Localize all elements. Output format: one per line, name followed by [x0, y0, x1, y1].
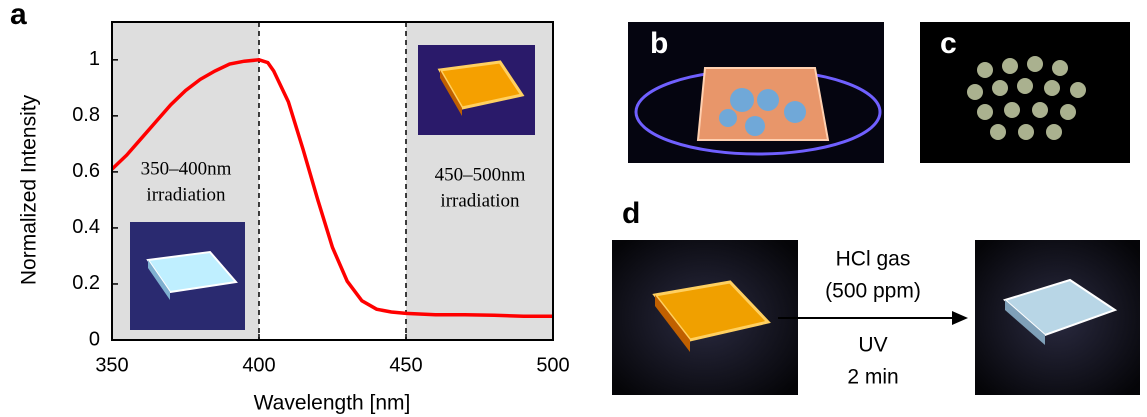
- annotation: irradiation: [146, 184, 226, 205]
- y-tick-label: 1: [89, 48, 100, 70]
- annotation: 350–400nm: [141, 158, 232, 179]
- y-tick-label: 0.2: [72, 272, 100, 294]
- panel-label: d: [622, 197, 640, 230]
- y-tick-label: 0.4: [72, 216, 100, 238]
- panel-label: b: [650, 27, 668, 60]
- inset-photo-orange: [418, 45, 535, 135]
- inset-photo-blue: [130, 222, 245, 330]
- annotation: irradiation: [440, 190, 520, 211]
- y-axis-label: Normalized Intensity: [18, 94, 41, 285]
- photo-d-before: [612, 240, 798, 395]
- figure: 0 0.2 0.4 0.6 0.8 1 350 400 450 500: [0, 0, 1147, 417]
- arrow-label: UV: [858, 334, 887, 357]
- arrow-label: (500 ppm): [825, 280, 921, 303]
- y-tick-label: 0: [89, 328, 100, 350]
- panel-label: c: [940, 27, 957, 60]
- photo-d-after: [975, 240, 1140, 395]
- arrow-head: [952, 311, 968, 325]
- arrow-label: HCl gas: [836, 248, 911, 271]
- y-tick-label: 0.6: [72, 160, 100, 182]
- x-tick-label: 500: [536, 354, 569, 376]
- x-tick-label: 450: [389, 354, 422, 376]
- x-tick-label: 350: [95, 354, 128, 376]
- arrow-label: 2 min: [847, 366, 898, 389]
- panel-label: a: [10, 0, 27, 31]
- y-tick-label: 0.8: [72, 104, 100, 126]
- annotation: 450–500nm: [435, 164, 526, 185]
- x-axis-label: Wavelength [nm]: [254, 392, 411, 415]
- x-tick-label: 400: [242, 354, 275, 376]
